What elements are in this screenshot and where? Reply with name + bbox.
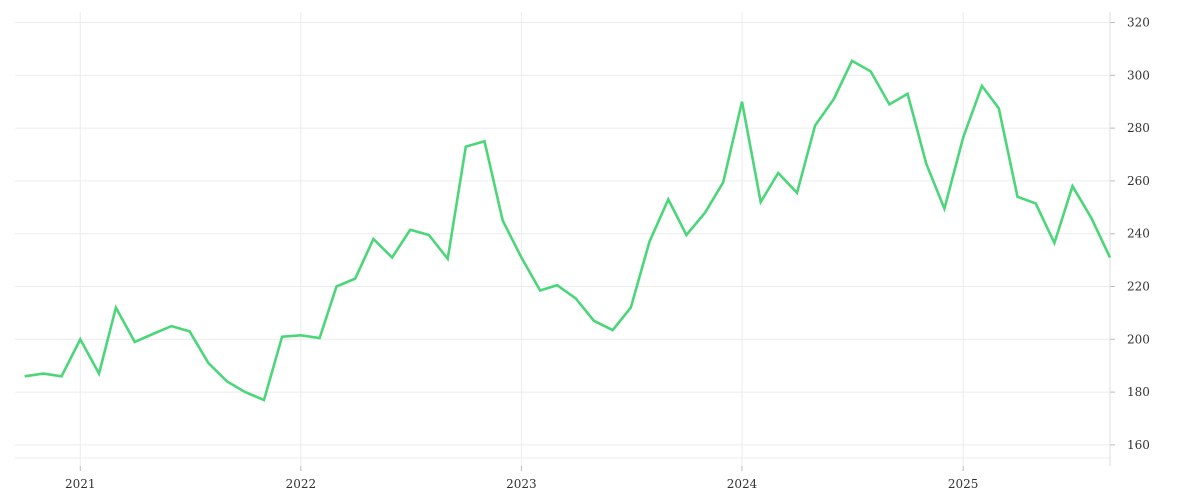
x-tick-label: 2025 [948, 477, 979, 491]
tick-labels: 160 180 200 220 240 260 280 300 320 2021 2022 2023 2… [65, 16, 1150, 491]
series-layer [24, 58, 1112, 402]
axes [79, 12, 1115, 471]
y-tick-label: 300 [1127, 68, 1150, 82]
x-tick-label: 2024 [727, 477, 758, 491]
x-tick-label: 2022 [286, 477, 317, 491]
x-tick-label: 2021 [65, 477, 96, 491]
y-tick-label: 220 [1127, 280, 1150, 294]
gridlines [15, 12, 1110, 466]
y-tick-label: 240 [1127, 227, 1150, 241]
y-tick-label: 260 [1127, 174, 1150, 188]
y-tick-label: 160 [1127, 438, 1150, 452]
series-line-0 [24, 58, 1112, 402]
y-tick-label: 320 [1127, 16, 1150, 30]
y-tick-label: 200 [1127, 332, 1150, 346]
y-tick-label: 280 [1127, 121, 1150, 135]
y-tick-label: 180 [1127, 385, 1150, 399]
x-tick-label: 2023 [506, 477, 537, 491]
